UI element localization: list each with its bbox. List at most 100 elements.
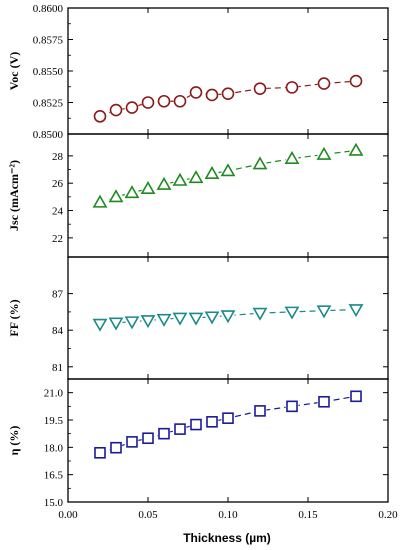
panel-ff-point — [140, 315, 156, 329]
panel-eta-ytick-label: 16.5 — [44, 470, 64, 482]
panel-jsc-marker-bg — [205, 167, 219, 181]
panel-ff-ytick-label: 84 — [52, 325, 64, 337]
panel-eta-point — [94, 446, 106, 459]
panel-eta-point — [174, 423, 186, 435]
panel-ff-point — [188, 312, 204, 326]
panel-voc-point — [189, 86, 203, 99]
panel-eta-marker-bg — [189, 418, 203, 432]
panel-voc-marker-bg — [109, 103, 123, 117]
panel-jsc-ytick-label: 28 — [52, 151, 64, 163]
x-axis-label: Thickness (µm) — [183, 531, 271, 545]
xtick-label: 0.05 — [138, 509, 158, 521]
panel-jsc-marker-bg — [253, 157, 267, 171]
panel-jsc-marker-bg — [141, 182, 155, 196]
panel-voc-point — [93, 110, 107, 123]
panel-eta-ytick-label: 15.0 — [44, 497, 64, 509]
panel-ff-marker-bg — [205, 310, 219, 324]
panel-ff-marker-bg — [125, 315, 139, 329]
panel-eta-point — [318, 395, 330, 408]
panel-voc-point — [173, 94, 187, 108]
panel-eta-ylabel: η (%) — [7, 426, 21, 456]
panel-eta-marker-bg — [253, 404, 267, 418]
panel-eta-point — [142, 432, 154, 445]
panel-jsc-point — [204, 165, 220, 179]
panel-ff-point — [124, 316, 140, 330]
panel-ff-ytick-label: 81 — [52, 362, 63, 374]
panel-eta-marker-bg — [125, 435, 139, 449]
panel-eta-point — [350, 390, 362, 403]
panel-voc-ylabel: Voc (V) — [7, 52, 21, 91]
panel-voc-point — [317, 77, 331, 90]
panel-ff-marker-bg — [349, 302, 363, 316]
panel-eta-point — [158, 427, 170, 440]
panel-ff-ytick-label: 87 — [52, 289, 64, 301]
panel-ff-marker-bg — [221, 309, 235, 323]
panel-ff-point — [108, 317, 124, 331]
panel-ff: 81 84 87 FF (%) — [7, 256, 389, 380]
panel-ff-ylabel: FF (%) — [7, 299, 21, 336]
panel-eta-ytick-label: 21.0 — [44, 388, 64, 400]
panel-voc-marker-bg — [93, 109, 107, 123]
panel-eta-marker-bg — [317, 395, 331, 409]
panel-eta-point — [126, 436, 138, 448]
panel-eta-marker-bg — [157, 427, 171, 441]
panel-ff-marker-bg — [141, 313, 155, 327]
panel-voc-marker-bg — [285, 80, 299, 94]
xtick-label: 0.20 — [378, 509, 398, 521]
panel-jsc-marker-bg — [285, 152, 299, 166]
panel-voc-point — [109, 103, 123, 117]
panel-eta-marker-bg — [173, 422, 187, 436]
panel-voc-marker-bg — [349, 74, 363, 88]
panel-voc-marker-bg — [141, 96, 155, 109]
panel-voc-point — [141, 96, 155, 109]
panel-voc-point — [157, 94, 171, 108]
panel-ff-marker-bg — [109, 316, 123, 330]
panel-voc-marker-bg — [253, 82, 267, 96]
panel-voc-point — [221, 87, 235, 100]
panel-eta-marker-bg — [205, 415, 219, 429]
panel-ff-marker-bg — [285, 305, 299, 319]
x-axis: 0.00 0.05 0.10 0.15 0.20 — [58, 509, 398, 521]
panel-voc-marker-bg — [221, 87, 235, 101]
panel-jsc-marker-bg — [221, 164, 235, 178]
panel-ff-marker-bg — [173, 311, 187, 325]
panel-eta-point — [254, 405, 266, 417]
panel-jsc: 22 24 26 28 Jsc (mAcm⁻²) — [7, 133, 389, 258]
panel-ff-marker-bg — [93, 317, 107, 331]
panel-voc-point — [349, 74, 363, 88]
panel-voc-ytick-label: 0.8500 — [33, 129, 64, 141]
panel-voc-point — [285, 81, 299, 94]
panel-ff-point — [316, 305, 332, 319]
panel-jsc-ytick-label: 24 — [52, 206, 64, 218]
xtick-label: 0.00 — [58, 509, 78, 521]
panel-jsc-marker-bg — [109, 190, 123, 204]
panel-eta-point — [110, 441, 122, 454]
panel-ff-point — [204, 311, 220, 325]
panel-voc-ytick-label: 0.8550 — [33, 66, 64, 78]
panel-eta: 15.0 16.5 18.0 19.5 21.0 η (%) — [7, 378, 389, 509]
panel-voc-ytick-label: 0.8525 — [33, 98, 64, 110]
panel-jsc-point — [220, 163, 236, 177]
panel-ff-marker-bg — [189, 311, 203, 325]
panel-eta-ytick-label: 18.0 — [44, 442, 64, 454]
panel-eta-marker-bg — [109, 441, 123, 455]
panel-jsc-point — [172, 172, 188, 186]
panel-eta-marker-bg — [221, 411, 235, 425]
panel-eta-point — [222, 412, 234, 424]
panel-jsc-point — [108, 189, 124, 203]
panel-ff-point — [172, 312, 188, 326]
panel-ff-point — [284, 306, 300, 320]
panel-jsc-marker-bg — [157, 178, 171, 192]
panel-jsc-marker-bg — [173, 173, 187, 187]
panel-ff-point — [252, 307, 268, 321]
panel-voc-point — [253, 82, 267, 95]
panel-jsc-point — [284, 150, 300, 164]
panel-voc-point — [205, 88, 219, 102]
panel-voc-marker-bg — [125, 101, 139, 115]
panel-ff-marker-bg — [157, 312, 171, 326]
panel-jsc-ylabel: Jsc (mAcm⁻²) — [7, 160, 21, 231]
panel-eta-marker-bg — [93, 446, 107, 460]
xtick-label: 0.10 — [218, 509, 238, 521]
panel-ff-point — [220, 310, 236, 324]
